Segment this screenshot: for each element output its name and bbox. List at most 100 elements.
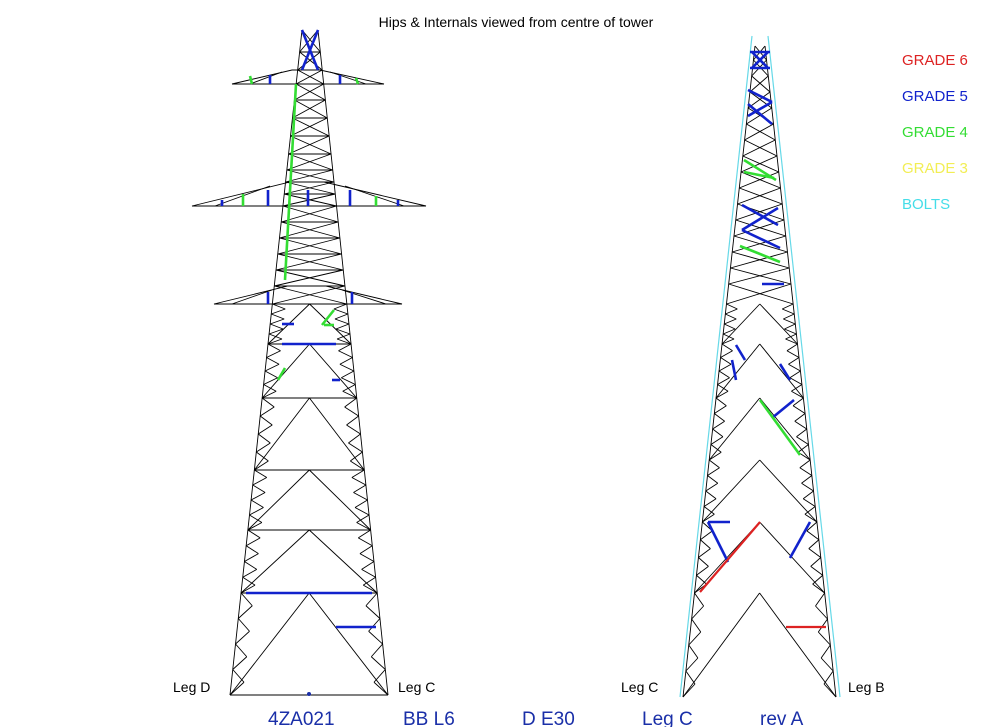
right-tower-defects — [699, 50, 826, 629]
lattice-member — [724, 318, 737, 325]
lattice-member — [354, 507, 370, 516]
lattice-member — [786, 343, 798, 352]
lattice-member — [707, 475, 719, 484]
lattice-member — [815, 592, 826, 607]
lattice-member — [700, 539, 711, 549]
lattice-member — [796, 428, 808, 438]
lattice-member — [685, 657, 699, 672]
lattice-member — [815, 605, 828, 620]
lattice-member — [788, 363, 801, 372]
lattice-member — [735, 203, 783, 221]
lattice-member — [759, 592, 837, 698]
lattice-member — [244, 561, 257, 570]
lattice-member — [351, 477, 367, 486]
lattice-member — [245, 545, 259, 555]
lattice-member — [334, 313, 349, 320]
lattice-member — [263, 384, 277, 392]
lattice-member — [249, 514, 263, 523]
lattice-member — [733, 219, 785, 237]
lattice-member — [810, 557, 822, 567]
lattice-member — [715, 397, 727, 407]
lattice-member — [363, 576, 376, 586]
lattice-member — [682, 683, 696, 698]
lattice-member — [812, 583, 825, 594]
lattice-member — [806, 521, 818, 532]
lattice-member — [722, 333, 735, 340]
lattice-member — [737, 187, 781, 205]
lattice-member — [308, 529, 378, 594]
lattice-member — [702, 513, 715, 523]
lattice-member — [786, 350, 800, 358]
lattice-member — [728, 267, 790, 285]
lattice-member — [256, 451, 269, 462]
lattice-member — [789, 370, 801, 379]
lattice-member — [746, 123, 776, 141]
lattice-member — [237, 605, 253, 619]
lattice-member — [292, 99, 326, 119]
lattice-member — [751, 75, 771, 93]
lattice-member — [263, 377, 278, 385]
left-tower-members — [229, 29, 389, 696]
lattice-member — [264, 370, 278, 379]
lattice-member — [682, 592, 760, 698]
lattice-member — [353, 492, 368, 501]
lattice-member — [373, 681, 389, 696]
line-code: BB L6 — [403, 709, 455, 727]
lattice-member — [301, 29, 321, 53]
lattice-member — [740, 155, 778, 173]
lattice-member — [712, 428, 724, 438]
location-dot — [307, 692, 311, 696]
lattice-member — [259, 415, 273, 426]
lattice-member — [232, 669, 245, 683]
lattice-member — [254, 397, 310, 471]
lattice-member — [359, 545, 373, 555]
lattice-member — [335, 323, 350, 330]
lattice-member — [268, 333, 283, 340]
lattice-member — [247, 469, 310, 531]
lattice-member — [348, 433, 361, 444]
lattice-member — [339, 363, 355, 372]
lattice-member — [802, 490, 814, 500]
lattice-member — [245, 537, 261, 547]
lattice-member — [358, 529, 371, 539]
footer: 4ZA021 BB L6 D E30 Leg C rev A — [268, 709, 804, 727]
lattice-member — [707, 467, 720, 476]
lattice-member — [783, 318, 796, 325]
lattice-member — [277, 237, 341, 255]
lattice-member — [784, 323, 796, 330]
revision: rev A — [760, 709, 804, 727]
left-tower: Leg D Leg C — [173, 29, 435, 696]
lattice-member — [365, 592, 378, 607]
lattice-member — [804, 506, 816, 515]
lattice-member — [717, 384, 729, 392]
lattice-member — [785, 333, 797, 340]
lattice-member — [268, 328, 284, 335]
lattice-member — [259, 406, 275, 417]
lattice-member — [267, 343, 281, 352]
lattice-member — [714, 413, 725, 422]
lattice-member — [350, 460, 365, 471]
lattice-member — [282, 205, 339, 223]
legend-item: GRADE 4 — [902, 124, 968, 141]
lattice-member — [720, 357, 732, 365]
lattice-member — [710, 444, 722, 453]
lattice-member — [739, 171, 779, 189]
lattice-member — [823, 683, 837, 698]
lattice-member — [295, 69, 323, 85]
leg-d-label: Leg D — [173, 679, 210, 695]
lattice-member — [344, 406, 359, 417]
lattice-member — [721, 338, 735, 345]
bottom-crossarm — [213, 285, 403, 305]
lattice-member — [722, 328, 736, 335]
lattice-member — [339, 357, 353, 365]
lattice-member — [365, 605, 381, 619]
lattice-member — [794, 420, 808, 430]
lattice-member — [710, 436, 724, 445]
lattice-member — [266, 357, 280, 365]
lattice-member — [279, 221, 339, 239]
lattice-member — [271, 313, 285, 320]
lattice-member — [299, 51, 323, 71]
lattice-member — [791, 390, 804, 399]
lattice-member — [797, 444, 809, 453]
lattice-member — [808, 539, 820, 549]
